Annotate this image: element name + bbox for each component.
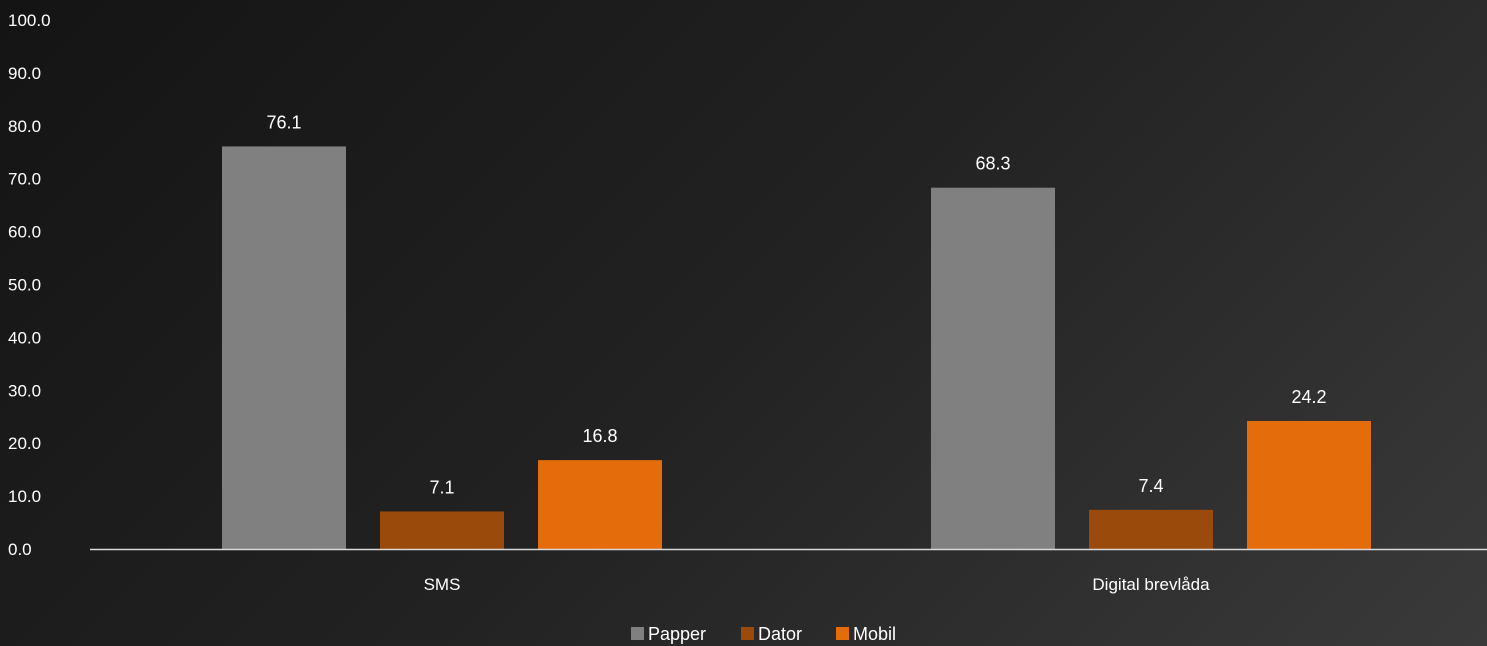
legend-swatch-papper <box>631 627 644 640</box>
y-tick-label: 70.0 <box>8 170 41 189</box>
data-label: 24.2 <box>1291 387 1326 407</box>
legend-swatch-dator <box>741 627 754 640</box>
legend-label-dator: Dator <box>758 624 802 644</box>
y-tick-label: 10.0 <box>8 487 41 506</box>
y-tick-label: 40.0 <box>8 328 41 347</box>
legend-label-papper: Papper <box>648 624 706 644</box>
y-tick-label: 50.0 <box>8 276 41 295</box>
bar-mobil-2 <box>1247 420 1371 549</box>
data-label: 7.1 <box>429 477 454 497</box>
legend-swatch-mobil <box>836 627 849 640</box>
data-label: 76.1 <box>266 112 301 132</box>
data-label: 7.4 <box>1138 476 1163 496</box>
bars <box>222 146 1371 549</box>
legend-label-mobil: Mobil <box>853 624 896 644</box>
y-axis: 0.0 10.0 20.0 30.0 40.0 50.0 60.0 70.0 80.0 90.0 1… <box>8 11 51 559</box>
y-tick-label: 80.0 <box>8 117 41 136</box>
bar-papper-1 <box>222 146 346 549</box>
bar-dator-1 <box>380 511 504 549</box>
bar-dator-2 <box>1089 509 1213 549</box>
y-tick-label: 20.0 <box>8 434 41 453</box>
y-tick-label: 30.0 <box>8 381 41 400</box>
bar-papper-2 <box>931 187 1055 549</box>
data-label: 16.8 <box>582 426 617 446</box>
y-tick-label: 60.0 <box>8 223 41 242</box>
legend: Papper Dator Mobil <box>631 624 896 644</box>
data-label: 68.3 <box>975 154 1010 174</box>
y-tick-label: 100.0 <box>8 11 51 30</box>
y-tick-label: 90.0 <box>8 64 41 83</box>
data-labels: 76.1 7.1 16.8 68.3 7.4 24.2 <box>266 112 1326 497</box>
bar-mobil-1 <box>538 460 662 549</box>
x-axis: SMS Digital brevlåda <box>424 575 1211 594</box>
x-category-label: SMS <box>424 575 461 594</box>
x-category-label: Digital brevlåda <box>1092 575 1210 594</box>
y-tick-label: 0.0 <box>8 540 32 559</box>
